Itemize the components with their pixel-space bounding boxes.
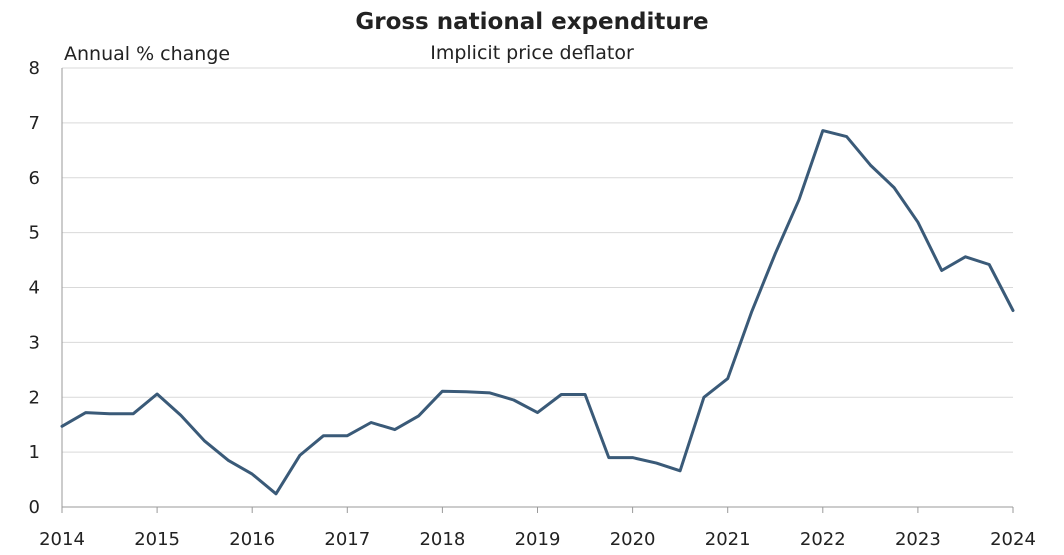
series-layer bbox=[60, 129, 1015, 496]
x-tick-label: 2022 bbox=[800, 529, 846, 550]
x-tick-label: 2021 bbox=[705, 529, 751, 550]
y-tick-label: 2 bbox=[29, 387, 40, 408]
x-tick-label: 2016 bbox=[229, 529, 275, 550]
x-tick-label: 2014 bbox=[39, 529, 85, 550]
y-tick-label: 6 bbox=[29, 168, 40, 189]
x-tick-label: 2018 bbox=[419, 529, 465, 550]
y-tick-label: 7 bbox=[29, 113, 40, 134]
y-tick-label: 5 bbox=[29, 223, 40, 244]
y-tick-label: 8 bbox=[29, 58, 40, 79]
y-tick-label: 3 bbox=[29, 332, 40, 353]
x-tick-labels: 2014 2015 2016 2017 2018 2019 2020 2021 2022 2023… bbox=[39, 507, 1036, 550]
y-tick-labels: 0 1 2 3 4 5 6 7 8 bbox=[29, 58, 40, 518]
x-tick-label: 2023 bbox=[895, 529, 941, 550]
chart-title: Gross national expenditure bbox=[355, 9, 708, 35]
x-tick-label: 2024 bbox=[990, 529, 1036, 550]
chart-subtitle: Implicit price deflator bbox=[430, 42, 634, 64]
series-line bbox=[60, 129, 1015, 496]
x-tick-label: 2017 bbox=[324, 529, 370, 550]
y-tick-label: 0 bbox=[29, 497, 40, 518]
y-axis-label: Annual % change bbox=[64, 43, 230, 65]
y-tick-label: 1 bbox=[29, 442, 40, 463]
y-tick-label: 4 bbox=[29, 278, 40, 299]
x-tick-label: 2015 bbox=[134, 529, 180, 550]
x-tick-label: 2019 bbox=[515, 529, 561, 550]
x-tick-label: 2020 bbox=[610, 529, 656, 550]
